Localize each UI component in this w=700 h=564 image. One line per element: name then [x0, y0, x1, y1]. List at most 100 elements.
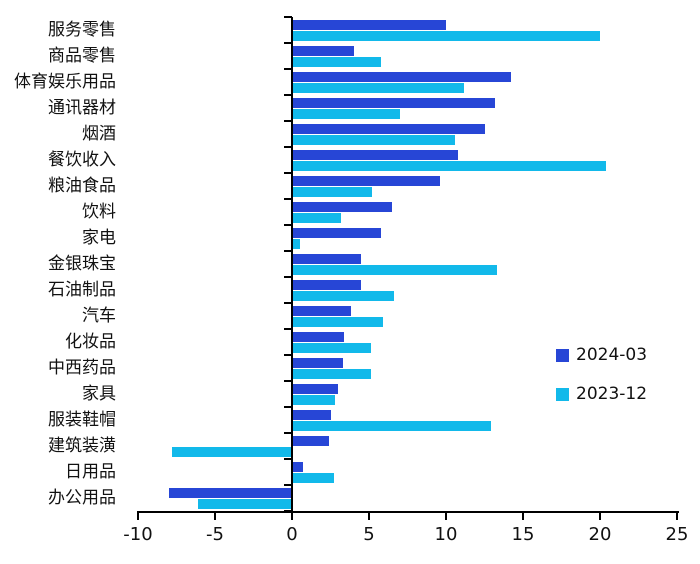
- legend-label-2024-03: 2024-03: [576, 345, 648, 365]
- category-label: 金银珠宝: [48, 253, 116, 274]
- legend-item-2023-12: 2023-12: [556, 384, 648, 404]
- x-tick: [137, 510, 139, 520]
- bar-2024-03-餐饮收入: [292, 149, 459, 160]
- y-tick: [284, 145, 292, 148]
- bar-2024-03-服务零售: [292, 19, 446, 30]
- bar-2023-12-石油制品: [292, 291, 394, 301]
- bar-2024-03-家具: [292, 384, 339, 395]
- bar-2023-12-家具: [292, 395, 336, 406]
- bar-2024-03-服装鞋帽: [292, 410, 331, 421]
- bar-2023-12-体育娱乐用品: [292, 82, 465, 93]
- bar-2023-12-建筑装潢: [171, 447, 292, 458]
- x-tick: [522, 510, 524, 520]
- x-tick-label: 0: [286, 524, 298, 545]
- bar-2023-12-家电: [292, 238, 300, 249]
- legend: 2024-03 2023-12: [556, 347, 647, 425]
- category-label: 化妆品: [65, 332, 116, 353]
- category-label: 商品零售: [48, 45, 116, 66]
- legend-item-2024-03: 2024-03: [556, 345, 648, 365]
- y-tick: [284, 328, 292, 331]
- bar-2023-12-中西药品: [292, 369, 371, 380]
- bar-2023-12-粮油食品: [292, 186, 373, 197]
- bar-2023-12-日用品: [292, 473, 334, 484]
- y-tick: [284, 93, 292, 96]
- x-tick-label: -5: [206, 524, 224, 545]
- bar-2024-03-烟酒: [292, 123, 485, 134]
- y-tick: [284, 119, 292, 122]
- bar-2024-03-家电: [292, 227, 382, 238]
- bar-2023-12-金银珠宝: [292, 264, 497, 275]
- category-label: 办公用品: [48, 488, 116, 509]
- category-label: 粮油食品: [48, 175, 116, 196]
- bar-2023-12-通讯器材: [292, 108, 400, 119]
- bar-2023-12-餐饮收入: [292, 160, 607, 171]
- y-tick: [284, 197, 292, 200]
- x-tick: [368, 510, 370, 520]
- category-label: 建筑装潢: [48, 436, 116, 457]
- y-tick: [284, 223, 292, 226]
- bar-2024-03-石油制品: [292, 280, 362, 290]
- y-tick: [284, 67, 292, 70]
- bar-2024-03-建筑装潢: [292, 436, 329, 447]
- category-label: 餐饮收入: [48, 149, 116, 170]
- category-label: 日用品: [65, 462, 116, 483]
- bar-2023-12-服务零售: [292, 30, 600, 41]
- bar-2024-03-中西药品: [292, 358, 343, 369]
- category-label: 体育娱乐用品: [14, 71, 116, 92]
- bar-2023-12-服装鞋帽: [292, 421, 491, 432]
- bar-2023-12-化妆品: [292, 343, 371, 354]
- bar-2023-12-办公用品: [198, 499, 292, 510]
- bar-2024-03-汽车: [292, 306, 351, 317]
- bar-2024-03-金银珠宝: [292, 253, 362, 264]
- x-tick-label: 5: [363, 524, 375, 545]
- x-tick: [599, 510, 601, 520]
- y-axis-line: [291, 16, 294, 513]
- x-tick-label: 25: [665, 524, 689, 545]
- bar-2024-03-饮料: [292, 201, 393, 212]
- category-label: 烟酒: [82, 123, 116, 144]
- bar-2024-03-体育娱乐用品: [292, 71, 511, 82]
- x-tick-label: 20: [588, 524, 612, 545]
- x-tick: [676, 510, 678, 520]
- bar-2023-12-商品零售: [292, 56, 382, 67]
- legend-label-2023-12: 2023-12: [576, 384, 648, 404]
- y-tick: [284, 432, 292, 435]
- category-label: 家具: [82, 384, 116, 405]
- bar-2024-03-办公用品: [168, 488, 292, 499]
- y-tick: [284, 15, 292, 18]
- category-label: 汽车: [82, 306, 116, 327]
- y-tick: [284, 276, 292, 278]
- y-tick: [284, 484, 292, 487]
- category-label: 中西药品: [48, 358, 116, 379]
- y-tick: [284, 406, 292, 409]
- bar-2023-12-汽车: [292, 317, 383, 328]
- bar-2024-03-日用品: [292, 462, 303, 473]
- bar-2023-12-饮料: [292, 212, 342, 223]
- bar-2024-03-商品零售: [292, 45, 354, 56]
- x-tick-label: 15: [511, 524, 535, 545]
- legend-swatch-2023-12: [556, 387, 569, 401]
- y-tick: [284, 380, 292, 383]
- x-tick-label: -10: [123, 524, 153, 545]
- category-label: 石油制品: [48, 280, 116, 300]
- bar-2024-03-通讯器材: [292, 97, 496, 108]
- category-label: 饮料: [82, 201, 116, 222]
- bar-2023-12-烟酒: [292, 134, 456, 145]
- category-label: 通讯器材: [48, 97, 116, 118]
- category-label: 家电: [82, 227, 116, 248]
- bar-2024-03-化妆品: [292, 332, 345, 343]
- y-tick: [284, 41, 292, 44]
- y-tick: [284, 171, 292, 174]
- bar-2024-03-粮油食品: [292, 175, 440, 186]
- y-tick: [284, 354, 292, 357]
- category-label: 服务零售: [48, 19, 116, 40]
- x-axis-line: [137, 510, 679, 513]
- category-label: 服装鞋帽: [48, 410, 116, 431]
- y-tick: [284, 302, 292, 305]
- y-tick: [284, 249, 292, 252]
- x-tick: [291, 510, 293, 520]
- legend-swatch-2024-03: [556, 348, 569, 362]
- x-tick-label: 10: [434, 524, 458, 545]
- x-tick: [214, 510, 216, 520]
